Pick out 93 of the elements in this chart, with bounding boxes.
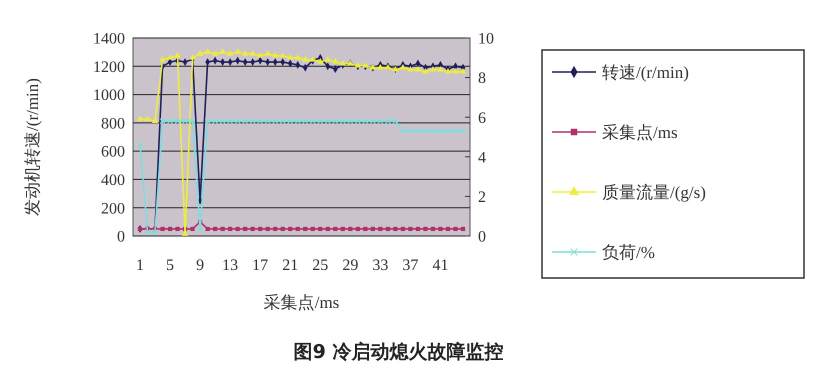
- point: [324, 56, 332, 62]
- point: [430, 66, 436, 72]
- y-tick-label: 400: [101, 172, 125, 190]
- y2-tick-label: 8: [478, 70, 486, 88]
- x-tick-label: 33: [372, 257, 388, 274]
- x-axis-title: 采集点/ms: [264, 293, 340, 312]
- point: [242, 50, 248, 56]
- y2-tick-label: 10: [478, 30, 494, 48]
- y-tick-label: 600: [101, 144, 125, 161]
- point: [279, 52, 286, 58]
- point: [400, 64, 406, 70]
- point: [377, 64, 384, 70]
- point: [460, 68, 466, 74]
- point: [197, 227, 204, 234]
- point: [249, 50, 256, 56]
- point: [340, 226, 345, 232]
- y-axis-title: 发动机转速/(r/min): [23, 78, 42, 216]
- point: [256, 52, 264, 58]
- point: [437, 66, 444, 72]
- x-tick-label: 41: [432, 257, 448, 274]
- point: [302, 56, 308, 62]
- point: [166, 54, 174, 60]
- legend-label: 质量流量/(g/s): [602, 182, 706, 202]
- point: [228, 226, 232, 232]
- point: [303, 226, 308, 232]
- point: [196, 50, 204, 56]
- point: [356, 226, 360, 232]
- point: [296, 226, 300, 232]
- legend-label: 负荷/%: [602, 242, 655, 262]
- point: [159, 56, 166, 62]
- point: [332, 58, 339, 64]
- y-tick-label: 1400: [93, 30, 125, 48]
- point: [174, 52, 181, 58]
- point: [287, 54, 294, 60]
- point: [250, 226, 255, 232]
- x-tick-label: 21: [282, 257, 298, 274]
- point: [452, 68, 459, 74]
- point: [226, 50, 234, 56]
- point: [310, 226, 315, 232]
- point: [189, 54, 196, 60]
- y-tick-label: 1200: [93, 58, 125, 76]
- y-tick-label: 1000: [93, 87, 125, 104]
- point: [243, 226, 248, 232]
- legend-label: 转速/(r/min): [602, 62, 689, 82]
- point: [370, 226, 375, 232]
- point: [264, 50, 271, 56]
- point: [414, 66, 422, 72]
- y-tick-label: 0: [117, 228, 125, 246]
- x-tick-label: 29: [342, 257, 358, 274]
- x-tick-label: 1: [136, 257, 144, 274]
- point: [137, 142, 143, 148]
- point: [273, 226, 278, 232]
- point: [340, 60, 346, 66]
- x-tick-label: 9: [196, 257, 204, 274]
- point: [310, 56, 316, 62]
- point: [136, 115, 144, 122]
- point: [266, 226, 270, 232]
- x-tick-label: 37: [402, 257, 418, 274]
- point: [348, 226, 352, 232]
- point: [444, 68, 452, 74]
- point: [236, 226, 240, 232]
- point: [204, 48, 211, 54]
- legend-label: 采集点/ms: [602, 122, 678, 142]
- point: [152, 117, 158, 124]
- point: [272, 52, 278, 58]
- y2-tick-label: 6: [478, 110, 486, 127]
- x-tick-label: 13: [222, 257, 238, 274]
- point: [219, 48, 226, 54]
- y2-tick-label: 0: [478, 228, 486, 246]
- x-tick-label: 25: [312, 257, 328, 274]
- point: [354, 62, 362, 68]
- point: [422, 68, 429, 74]
- point: [288, 226, 292, 232]
- x-tick-label: 17: [252, 257, 268, 274]
- point: [318, 226, 322, 232]
- point: [144, 115, 151, 122]
- point: [407, 66, 414, 72]
- point: [362, 62, 369, 68]
- point: [212, 50, 218, 56]
- point: [333, 226, 338, 232]
- point: [363, 226, 368, 232]
- point: [294, 54, 301, 60]
- x-tick-label: 5: [166, 257, 174, 274]
- y2-tick-label: 2: [478, 189, 486, 206]
- text: 图9 冷启动熄火故障监控: [294, 341, 504, 363]
- point: [326, 226, 330, 232]
- point: [317, 58, 324, 64]
- point: [258, 226, 262, 232]
- y-tick-label: 800: [101, 115, 125, 132]
- point: [234, 48, 241, 54]
- y2-tick-label: 4: [478, 149, 486, 166]
- y-tick-label: 200: [101, 200, 125, 218]
- point: [280, 226, 285, 232]
